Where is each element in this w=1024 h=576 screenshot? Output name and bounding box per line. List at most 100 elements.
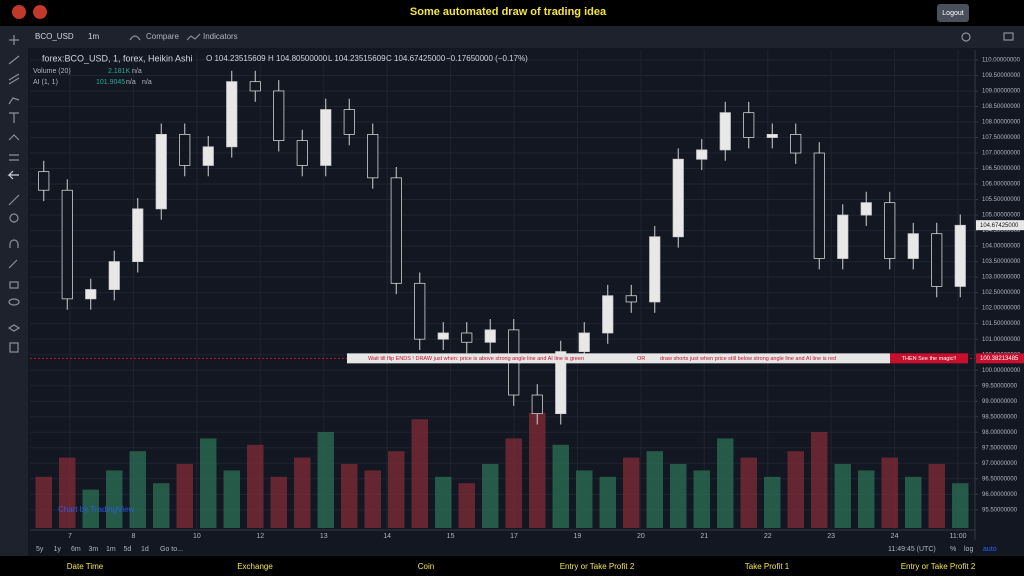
logout-label[interactable]: Logout <box>942 10 963 17</box>
fib-tool[interactable] <box>9 154 19 161</box>
compare[interactable]: Compare <box>146 32 179 41</box>
footer-label: Take Profit 1 <box>745 562 790 571</box>
x-tick-label: 19 <box>574 533 582 540</box>
volume-bar <box>106 470 123 528</box>
candle-body <box>320 109 332 166</box>
x-tick-label: 13 <box>320 533 328 540</box>
text-tool[interactable] <box>9 112 19 123</box>
volume-bar <box>317 432 334 528</box>
layers-tool[interactable] <box>7 324 21 332</box>
range-button[interactable]: 1d <box>141 546 149 553</box>
range-button[interactable]: 6m <box>71 546 81 553</box>
pattern-tool[interactable] <box>8 97 20 105</box>
range-button[interactable]: 3m <box>89 546 99 553</box>
overlays: Wait till flip ENDS ! DRAW just when: pr… <box>30 220 1024 364</box>
y-tick-label: 107.50000000 <box>982 135 1021 141</box>
candle-body <box>649 236 661 303</box>
interval[interactable]: 1m <box>88 32 99 41</box>
log-toggle[interactable]: log <box>964 546 973 553</box>
volume-bar <box>811 432 828 528</box>
lock-tool[interactable] <box>9 281 19 289</box>
x-tick-label: 23 <box>827 533 835 540</box>
ai-extra: n/a <box>126 79 136 86</box>
y-tick-label: 104.00000000 <box>982 244 1021 250</box>
screenshot-icon[interactable] <box>1003 32 1014 41</box>
x-tick-label: 17 <box>510 533 518 540</box>
volume-bar <box>200 438 217 528</box>
price-line-tag <box>976 353 1024 364</box>
range-button[interactable]: 5d <box>124 546 132 553</box>
volume-bar <box>435 476 452 528</box>
y-tick-label: 106.50000000 <box>982 166 1021 172</box>
toolbar <box>0 26 1024 48</box>
y-tick-label: 109.50000000 <box>982 73 1021 79</box>
logout-button[interactable] <box>937 4 969 22</box>
annotation-text: OR <box>637 356 645 362</box>
volume-bar <box>552 444 569 528</box>
volume-legend: Volume (20) <box>33 68 71 75</box>
channel-tool[interactable] <box>8 73 20 85</box>
candle-body <box>884 202 896 259</box>
candle-body <box>719 112 731 151</box>
trash-tool[interactable] <box>9 342 19 353</box>
y-tick-label: 96.00000000 <box>982 492 1018 498</box>
goto-button[interactable]: Go to... <box>160 546 183 553</box>
volume-bar <box>670 464 687 528</box>
candle-body <box>85 289 97 300</box>
ai-extra: n/a <box>142 79 152 86</box>
indicators-icon[interactable] <box>186 33 201 41</box>
candle-body <box>249 81 261 92</box>
range-button[interactable]: 5y <box>36 546 44 553</box>
annotation-text: Wait till flip ENDS ! DRAW just when: pr… <box>368 356 584 362</box>
ai-value: 101.9045 <box>96 79 125 86</box>
y-tick-label: 108.00000000 <box>982 120 1021 126</box>
last-price-label: 104.67425000 <box>980 223 1019 229</box>
shape-tool[interactable] <box>8 134 20 141</box>
measure-tool[interactable] <box>8 194 20 206</box>
volume-pane <box>35 412 969 528</box>
left-toolbar <box>0 26 28 556</box>
y-tick-label: 99.00000000 <box>982 399 1018 405</box>
range-button[interactable]: 1m <box>106 546 116 553</box>
y-tick-label: 100.00000000 <box>982 368 1021 374</box>
candle-body <box>954 224 966 287</box>
x-tick-label: 14 <box>383 533 391 540</box>
y-tick-label: 101.50000000 <box>982 321 1021 327</box>
volume-bar <box>952 483 969 528</box>
volume-bar <box>82 489 99 528</box>
volume-bar <box>787 451 804 528</box>
x-tick-label: 20 <box>637 533 645 540</box>
legend-high: H 104.80500000 <box>268 54 328 63</box>
x-tick-label: 8 <box>131 533 135 540</box>
percent-toggle[interactable]: % <box>950 546 956 553</box>
line-tool[interactable] <box>8 55 20 65</box>
volume-bar <box>505 438 522 528</box>
last-price-tag <box>976 220 1024 231</box>
volume-bar <box>294 457 311 528</box>
stay-drawing-tool[interactable] <box>8 259 18 269</box>
volume-bar <box>482 464 499 528</box>
back-tool[interactable] <box>7 170 19 180</box>
volume-bar <box>858 470 875 528</box>
settings-icon[interactable] <box>961 32 971 42</box>
indicators[interactable]: Indicators <box>203 32 238 41</box>
compare-icon[interactable] <box>129 35 141 41</box>
visibility-tool[interactable] <box>8 298 20 306</box>
candle-body <box>179 133 191 166</box>
candle-body <box>38 171 50 191</box>
bottom-bar: 5y 1y 6m 3m 1m 5d 1d Go to... 11:49:45 (UTC)% log… <box>36 546 997 553</box>
y-tick-label: 102.50000000 <box>982 290 1021 296</box>
symbol[interactable]: BCO_USD <box>35 32 74 41</box>
volume-bar <box>176 464 193 528</box>
x-tick-label: 11:00 <box>950 533 967 540</box>
magnet-tool[interactable] <box>9 239 19 248</box>
range-button[interactable]: 1y <box>54 546 62 553</box>
y-tick-label: 106.00000000 <box>982 182 1021 188</box>
auto-toggle[interactable]: auto <box>983 546 997 553</box>
candle-body <box>602 295 614 334</box>
volume-bar <box>576 470 593 528</box>
zoom-tool[interactable] <box>9 213 19 223</box>
crosshair-tool[interactable] <box>9 35 19 45</box>
footer-label: Date Time <box>67 562 104 571</box>
